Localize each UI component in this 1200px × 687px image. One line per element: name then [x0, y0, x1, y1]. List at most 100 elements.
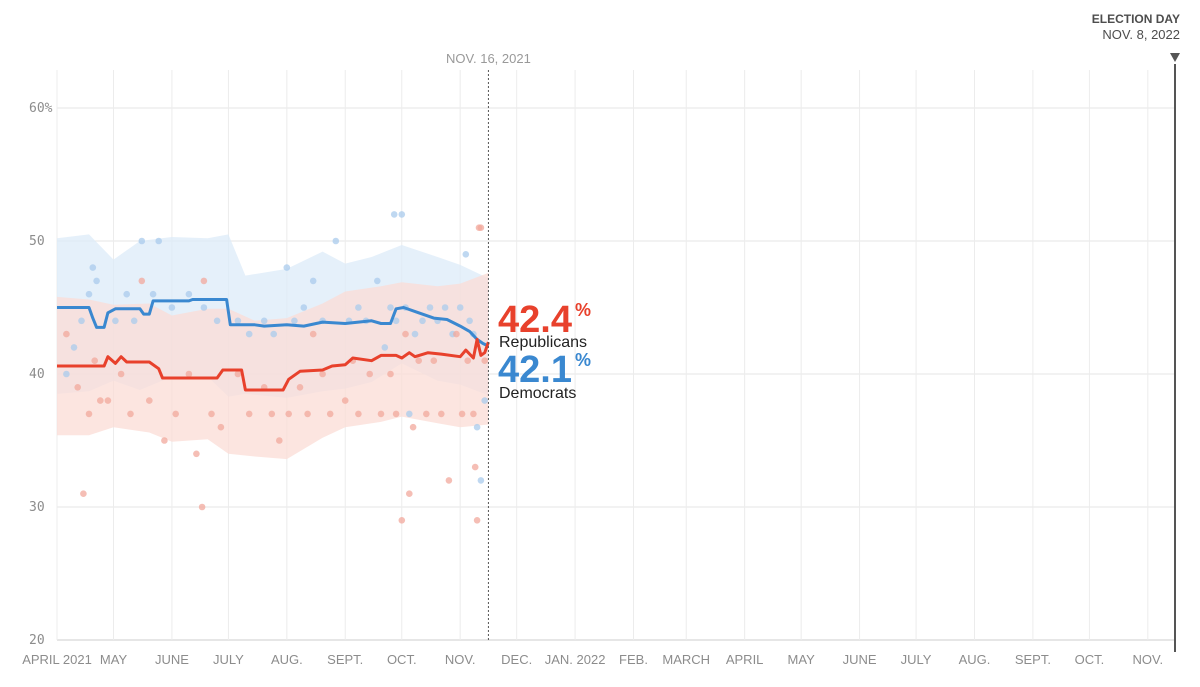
democrats-current-value: 42.1 — [498, 349, 572, 391]
democrats-poll-dot — [185, 290, 193, 298]
y-tick-label: 20 — [29, 633, 45, 648]
democrats-poll-dot — [426, 304, 434, 311]
democrats-poll-dot — [138, 237, 146, 245]
y-tick-label: 40 — [29, 367, 45, 382]
republicans-poll-dot — [117, 370, 125, 378]
republicans-poll-dot — [470, 410, 477, 418]
republicans-poll-dot — [63, 330, 70, 338]
democrats-poll-dot — [130, 317, 138, 325]
republicans-poll-dot — [193, 450, 200, 458]
democrats-poll-dot — [85, 290, 93, 298]
x-tick-label: JAN. 2022 — [545, 652, 606, 667]
republicans-poll-dot — [471, 463, 479, 471]
democrats-poll-dot — [473, 423, 481, 431]
y-tick-label: 60% — [29, 101, 53, 116]
democrats-poll-dot — [466, 317, 473, 325]
republicans-poll-dot — [423, 410, 430, 418]
republicans-poll-dot — [392, 410, 400, 418]
republicans-poll-dot — [415, 357, 423, 365]
republicans-poll-dot — [326, 410, 334, 418]
uncertainty-bands — [57, 234, 489, 460]
republicans-poll-dot — [438, 410, 445, 418]
republicans-poll-dot — [430, 357, 438, 365]
republicans-poll-dot — [161, 437, 168, 444]
x-tick-label: NOV. — [445, 652, 476, 667]
x-tick-label: APRIL 2021 — [22, 652, 92, 667]
x-tick-label: APRIL — [726, 652, 764, 667]
democrats-poll-dot — [200, 304, 208, 311]
republicans-poll-dot — [445, 477, 453, 484]
election-day-title: ELECTION DAY — [1092, 12, 1180, 26]
republicans-poll-dot — [245, 410, 253, 418]
democrats-poll-dot — [406, 410, 413, 418]
republicans-poll-dot — [309, 330, 317, 338]
republicans-poll-dot — [104, 397, 112, 404]
republicans-poll-dot — [473, 517, 481, 524]
democrats-poll-dot — [300, 304, 308, 311]
democrats-poll-dot — [123, 290, 130, 298]
democrats-poll-dot — [390, 211, 398, 218]
axes: 20 30 40 50 60% APRIL 2021 MAY JUNE JULY AUG. SEPT… — [22, 101, 1163, 667]
democrats-average-line — [57, 298, 490, 348]
republicans-poll-dot — [268, 410, 276, 418]
democrats-poll-dot — [63, 370, 70, 378]
republicans-poll-dot — [387, 370, 394, 378]
republicans-poll-dot — [377, 410, 385, 418]
poll-dots — [63, 211, 489, 524]
democrats-poll-dot — [283, 264, 291, 271]
republicans-poll-dot — [304, 410, 311, 418]
republicans-poll-dot — [85, 410, 93, 418]
democrats-poll-dot — [78, 317, 85, 325]
republicans-poll-dot — [74, 384, 81, 391]
republicans-label: Republicans — [499, 334, 587, 351]
democrats-poll-dot — [398, 211, 406, 218]
republicans-poll-dot — [80, 490, 87, 498]
election-day-date: NOV. 8, 2022 — [1102, 27, 1180, 42]
republicans-poll-dot — [366, 370, 374, 378]
democrats-poll-dot — [234, 317, 242, 325]
democrats-poll-dot — [332, 237, 340, 245]
democrats-poll-dot — [89, 264, 97, 271]
x-tick-label: SEPT. — [327, 652, 363, 667]
democrats-poll-dot — [387, 304, 394, 311]
democrats-poll-dot — [70, 344, 78, 351]
republicans-average-line — [57, 337, 490, 392]
markers: NOV. 16, 2021 ELECTION DAY NOV. 8, 2022 — [446, 12, 1180, 652]
republicans-poll-dot — [185, 370, 193, 378]
republicans-poll-dot — [234, 370, 242, 378]
democrats-poll-dot — [168, 304, 176, 311]
republicans-poll-dot — [146, 397, 153, 404]
republicans-poll-dot — [409, 423, 417, 431]
x-tick-label: MARCH — [662, 652, 710, 667]
democrats-poll-dot — [355, 304, 362, 311]
republicans-poll-dot — [198, 503, 206, 511]
democrats-poll-dot — [462, 251, 470, 258]
republicans-current-value: 42.4 — [498, 299, 572, 341]
x-tick-label: AUG. — [271, 652, 303, 667]
democrats-poll-dot — [381, 344, 389, 351]
democrats-poll-dot — [309, 277, 317, 285]
republicans-poll-dot — [285, 410, 293, 418]
republicans-poll-dot — [208, 410, 215, 418]
republicans-poll-dot — [200, 277, 208, 285]
democrats-poll-dot — [112, 317, 119, 325]
democrats-poll-dot — [270, 330, 278, 338]
x-tick-label: JUNE — [843, 652, 877, 667]
democrats-percent-sign: % — [575, 350, 591, 370]
democrats-poll-dot — [419, 317, 426, 325]
republicans-poll-dot — [138, 277, 146, 285]
democrats-poll-dot — [481, 397, 489, 404]
x-tick-label: DEC. — [501, 652, 532, 667]
democrats-poll-dot — [245, 330, 253, 338]
democrats-poll-dot — [374, 277, 381, 285]
republicans-poll-dot — [402, 330, 409, 338]
democrats-poll-dot — [93, 277, 100, 285]
y-tick-label: 50 — [29, 234, 45, 249]
republicans-poll-dot — [296, 384, 304, 391]
republicans-poll-dot — [477, 224, 485, 231]
x-tick-label: MAY — [788, 652, 816, 667]
x-tick-label: JUNE — [155, 652, 189, 667]
y-tick-label: 30 — [29, 500, 45, 515]
